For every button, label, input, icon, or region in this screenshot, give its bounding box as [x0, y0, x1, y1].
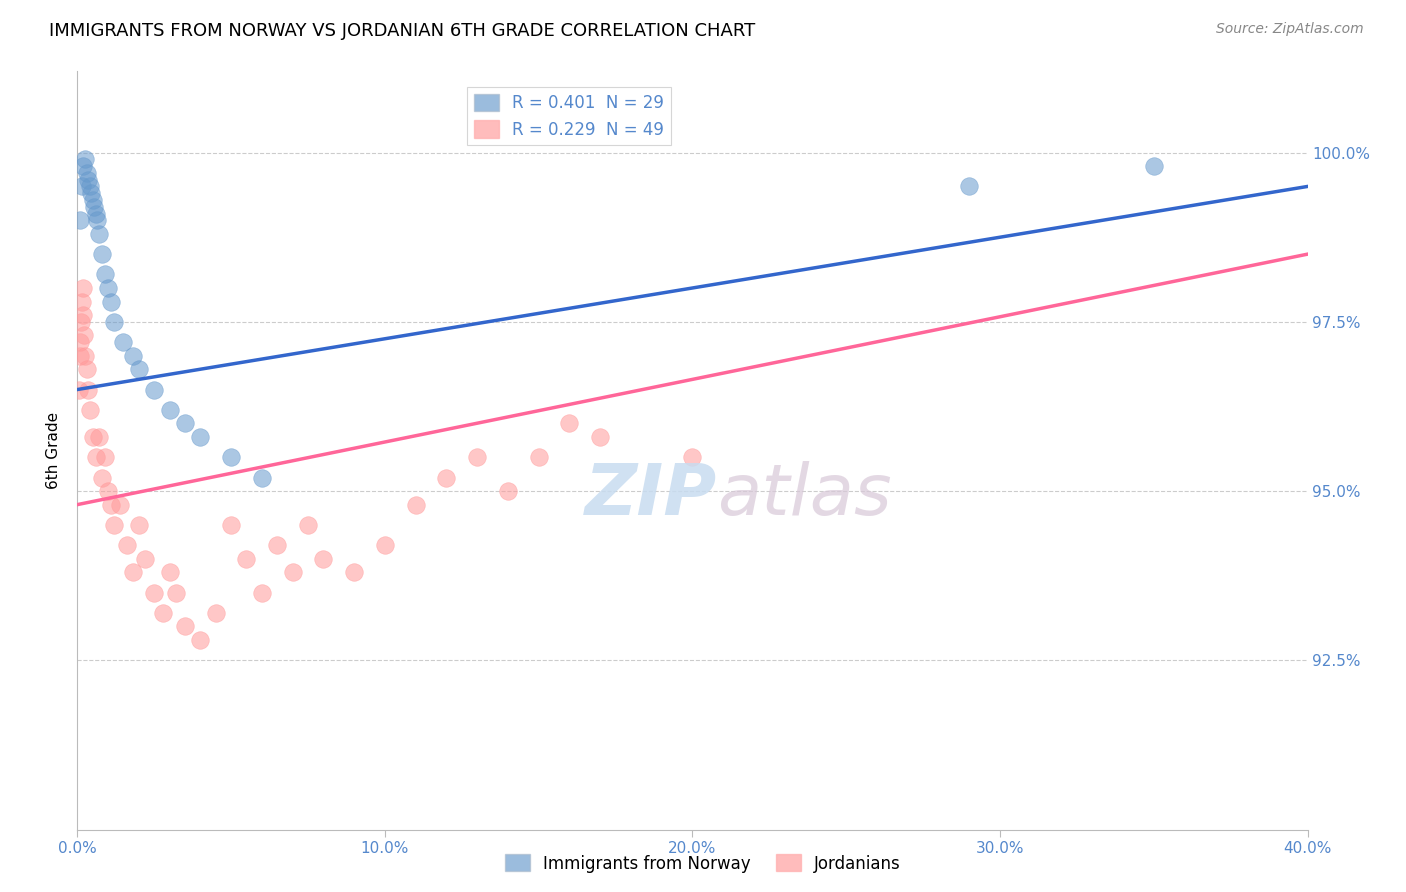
Point	[188, 430, 212, 444]
Point	[219, 450, 242, 465]
Point	[128, 517, 150, 532]
Point	[436, 470, 458, 484]
Text: ZIP: ZIP	[585, 461, 717, 531]
Point	[110, 498, 132, 512]
Point	[77, 383, 100, 397]
Point	[79, 402, 101, 417]
Point	[77, 172, 100, 186]
Point	[235, 551, 257, 566]
Point	[188, 633, 212, 648]
Point	[83, 200, 105, 214]
Point	[76, 362, 98, 376]
Y-axis label: 6th Grade: 6th Grade	[45, 412, 60, 489]
Point	[143, 585, 166, 599]
Point	[86, 213, 108, 227]
Point	[84, 450, 107, 465]
Point	[79, 179, 101, 194]
Point	[70, 179, 93, 194]
Point	[134, 551, 156, 566]
Point	[80, 186, 103, 201]
Point	[87, 227, 110, 241]
Point	[1143, 159, 1166, 173]
Point	[112, 335, 135, 350]
Point	[103, 315, 125, 329]
Point	[143, 383, 166, 397]
Point	[682, 450, 704, 465]
Point	[128, 362, 150, 376]
Point	[343, 566, 366, 580]
Point	[589, 430, 612, 444]
Point	[159, 402, 181, 417]
Point	[76, 166, 98, 180]
Legend: Immigrants from Norway, Jordanians: Immigrants from Norway, Jordanians	[498, 847, 908, 880]
Point	[405, 498, 427, 512]
Point	[72, 281, 94, 295]
Point	[84, 206, 107, 220]
Point	[297, 517, 319, 532]
Legend: R = 0.401  N = 29, R = 0.229  N = 49: R = 0.401 N = 29, R = 0.229 N = 49	[467, 87, 671, 145]
Point	[100, 294, 122, 309]
Point	[90, 470, 114, 484]
Point	[73, 153, 96, 167]
Point	[121, 566, 143, 580]
Point	[250, 585, 273, 599]
Point	[165, 585, 187, 599]
Point	[312, 551, 335, 566]
Point	[90, 247, 114, 261]
Point	[152, 606, 174, 620]
Point	[69, 213, 91, 227]
Point	[250, 470, 273, 484]
Point	[103, 517, 125, 532]
Point	[174, 417, 197, 431]
Point	[558, 417, 581, 431]
Text: atlas: atlas	[717, 461, 891, 531]
Point	[204, 606, 226, 620]
Point	[87, 430, 110, 444]
Point	[97, 281, 120, 295]
Point	[219, 517, 242, 532]
Point	[159, 566, 181, 580]
Point	[97, 484, 120, 499]
Point	[100, 498, 122, 512]
Point	[121, 349, 143, 363]
Point	[115, 538, 138, 552]
Point	[527, 450, 550, 465]
Point	[94, 450, 117, 465]
Point	[73, 349, 96, 363]
Point	[266, 538, 288, 552]
Point	[82, 430, 104, 444]
Text: Source: ZipAtlas.com: Source: ZipAtlas.com	[1216, 22, 1364, 37]
Point	[957, 179, 980, 194]
Point	[465, 450, 488, 465]
Point	[69, 335, 91, 350]
Point	[374, 538, 396, 552]
Point	[70, 294, 93, 309]
Point	[496, 484, 519, 499]
Point	[73, 328, 96, 343]
Point	[72, 308, 94, 322]
Text: IMMIGRANTS FROM NORWAY VS JORDANIAN 6TH GRADE CORRELATION CHART: IMMIGRANTS FROM NORWAY VS JORDANIAN 6TH …	[49, 22, 755, 40]
Point	[70, 315, 93, 329]
Point	[72, 159, 94, 173]
Point	[82, 193, 104, 207]
Point	[281, 566, 304, 580]
Point	[69, 349, 91, 363]
Point	[67, 383, 90, 397]
Point	[94, 268, 117, 282]
Point	[174, 619, 197, 633]
